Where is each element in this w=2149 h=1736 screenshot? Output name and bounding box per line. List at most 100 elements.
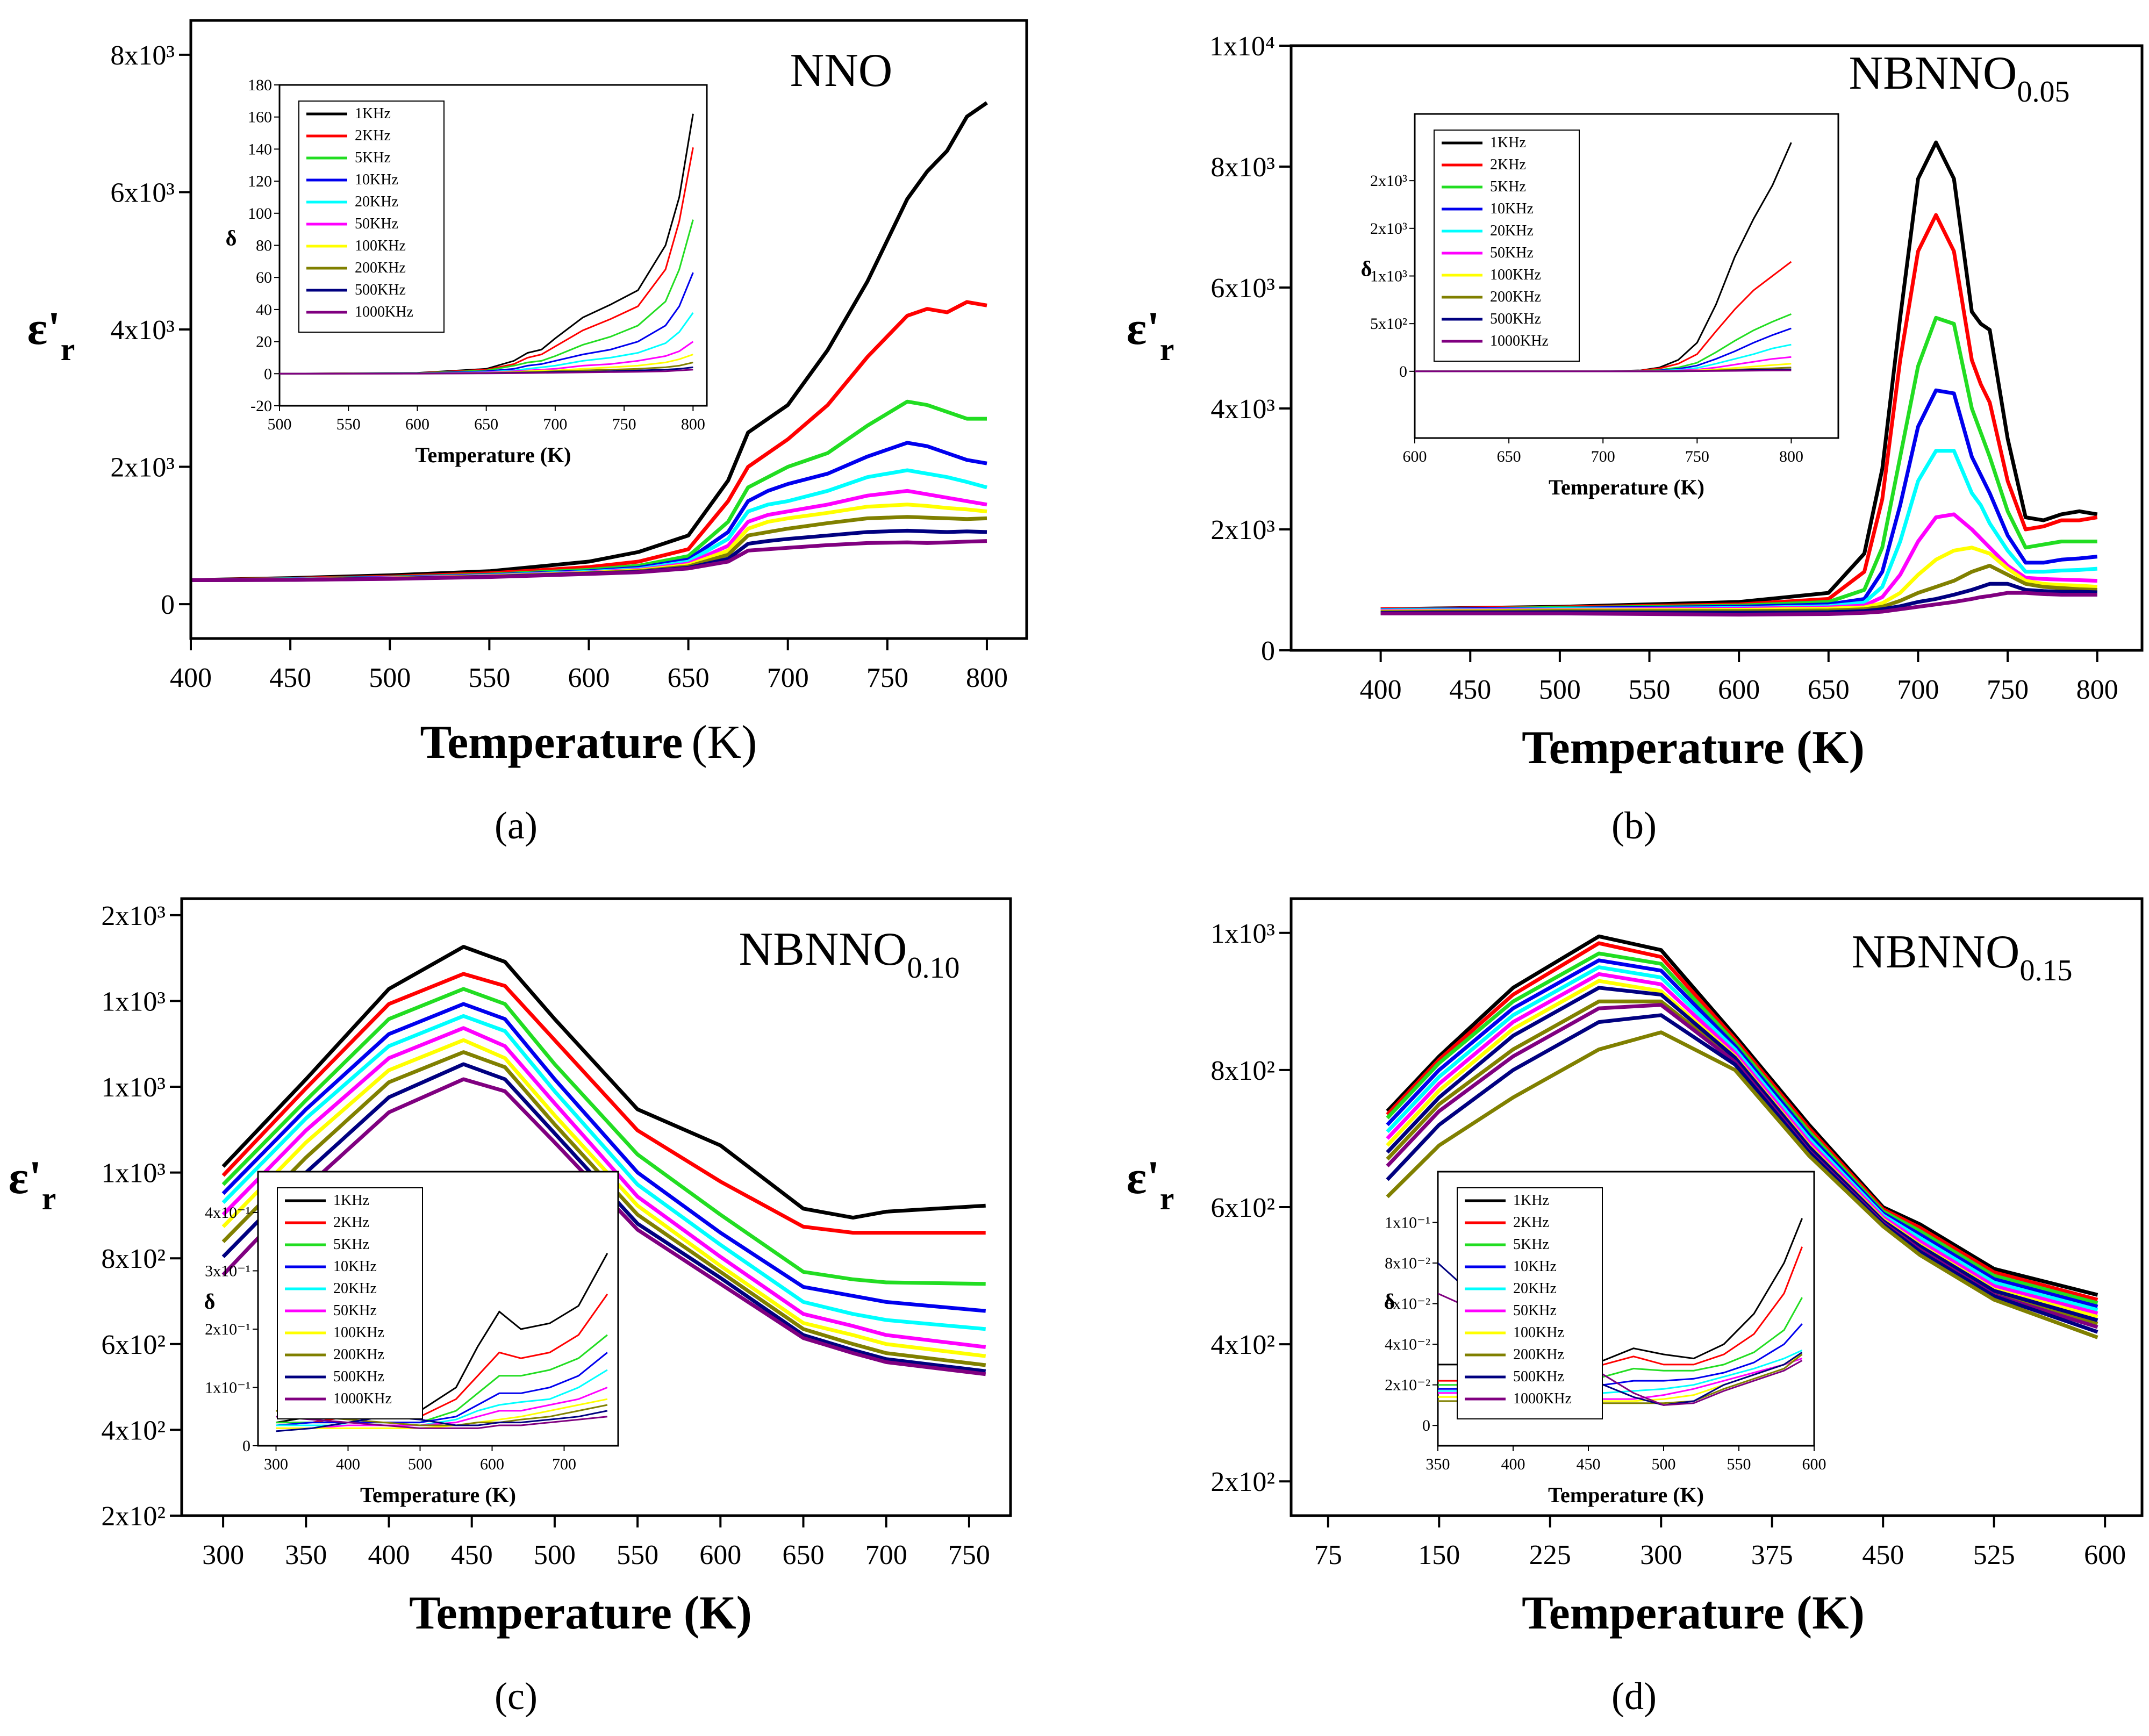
inset-x-tick-label: 600	[405, 415, 429, 433]
series-line-5KHz-2	[1386, 951, 2098, 1305]
legend-label-10KHz: 10KHz	[333, 1258, 377, 1275]
panel-title: NBNNO0.05	[1849, 47, 2070, 109]
x-tick-label: 350	[285, 1540, 327, 1570]
y-tick-label: 1x10⁴	[1209, 31, 1275, 62]
inset-x-tick-label: 800	[681, 415, 705, 433]
y-axis-title: ε'r	[9, 1152, 56, 1216]
legend-label-500KHz: 500KHz	[355, 282, 406, 298]
x-tick-label: 400	[368, 1540, 410, 1570]
inset-legend-box	[298, 101, 445, 333]
x-tick-label: 600	[2084, 1540, 2126, 1570]
y-axis-title-main: ε'	[9, 1152, 42, 1204]
inset-y-axis-title: δ	[204, 1289, 216, 1314]
x-tick-label: 450	[451, 1540, 493, 1570]
legend-label-10KHz: 10KHz	[1490, 200, 1534, 217]
inset-y-tick-label: 100	[248, 205, 272, 223]
inset-x-tick-label: 800	[1779, 448, 1803, 465]
y-tick-label: 4x10²	[1210, 1330, 1275, 1360]
inset-y-tick-label: 4x10⁻¹	[205, 1204, 250, 1222]
y-tick-label: 6x10²	[101, 1330, 166, 1360]
x-axis-title-bold: Temperature (K)	[1522, 722, 1865, 774]
y-axis-title-sub: r	[61, 332, 75, 367]
inset-y-tick-label: 0	[264, 365, 272, 383]
inset-y-tick-label: 180	[248, 76, 272, 94]
series-line-2KHz-1	[1380, 213, 2098, 611]
y-tick-label: 2x10³	[101, 901, 166, 931]
inset-y-tick-label: 0	[1399, 363, 1407, 381]
inset-x-axis-title: Temperature (K)	[360, 1483, 516, 1507]
inset-y-tick-label: 140	[248, 140, 272, 158]
y-axis-title: ε'r	[1127, 1152, 1174, 1216]
x-tick-label: 700	[767, 663, 809, 693]
inset-series-group	[280, 113, 694, 375]
series-line-1KHz-0	[1380, 140, 2098, 611]
legend-label-1000KHz: 1000KHz	[1513, 1390, 1572, 1407]
inset-legend-box	[277, 1187, 423, 1419]
inset-y-tick-label: 4x10⁻²	[1385, 1336, 1430, 1353]
y-tick-label: 8x10³	[110, 40, 175, 71]
x-tick-label: 650	[1808, 675, 1850, 705]
inset-x-tick-label: 750	[1685, 448, 1709, 465]
inset-series-line-1000KHz-9	[276, 1416, 608, 1429]
legend-label-5KHz: 5KHz	[1490, 178, 1526, 195]
inset-y-tick-label: 0	[1422, 1417, 1430, 1434]
x-tick-label: 525	[1973, 1540, 2015, 1570]
series-line-2KHz-1	[1386, 941, 2098, 1302]
series-group	[1380, 140, 2098, 617]
legend-label-20KHz: 20KHz	[1490, 223, 1534, 239]
y-tick-label: 1x10³	[101, 986, 166, 1017]
inset-y-tick-label: 2x10⁻¹	[205, 1321, 250, 1338]
legend-label-2KHz: 2KHz	[333, 1214, 369, 1231]
inset-x-tick-label: 400	[336, 1455, 360, 1473]
inset-y-tick-label: 40	[256, 301, 272, 319]
series-line-1KHz-0	[1386, 934, 2098, 1297]
y-tick-label: 4x10²	[101, 1415, 166, 1446]
x-axis-title: Temperature (K)	[420, 716, 757, 769]
inset-x-tick-label: 500	[268, 415, 292, 433]
inset-c: 300 400 500 600 700 0 1x10⁻¹ 2x10⁻¹ 3x10⁻¹ 4x10⁻¹…	[204, 1171, 619, 1507]
inset-x-tick-label: 700	[543, 415, 567, 433]
x-tick-label: 75	[1314, 1540, 1342, 1570]
inset-x-axis-title: Temperature (K)	[416, 443, 571, 467]
y-axis-title-main: ε'	[27, 303, 61, 355]
legend-label-100KHz: 100KHz	[355, 238, 406, 254]
inset-x-axis-title: Temperature (K)	[1549, 475, 1704, 499]
x-tick-label: 650	[668, 663, 710, 693]
inset-y-tick-label: 0	[242, 1437, 250, 1455]
panel-title: NBNNO0.15	[1852, 926, 2073, 987]
inset-x-tick-label: 550	[1727, 1455, 1751, 1473]
plot-frame	[1290, 44, 2144, 652]
legend-label-500KHz: 500KHz	[1513, 1368, 1564, 1385]
legend-label-1000KHz: 1000KHz	[1490, 333, 1549, 349]
y-tick-label: 8x10³	[1210, 152, 1275, 183]
legend-label-200KHz: 200KHz	[355, 260, 406, 276]
inset-y-axis-title: δ	[1361, 257, 1372, 281]
inset-y-axis-title: δ	[226, 226, 237, 250]
y-tick-label: 4x10³	[1210, 394, 1275, 425]
legend-label-200KHz: 200KHz	[333, 1346, 384, 1363]
panel-label: (d)	[1611, 1675, 1657, 1718]
inset-y-tick-label: 8x10⁻²	[1385, 1254, 1430, 1272]
x-tick-label: 450	[269, 663, 311, 693]
x-tick-label: 650	[783, 1540, 825, 1570]
inset-legend-box	[1434, 130, 1580, 362]
series-line-10KHz-3	[1386, 958, 2098, 1309]
y-tick-label: 1x10³	[101, 1072, 166, 1103]
inset-x-tick-label: 750	[612, 415, 636, 433]
series-group	[191, 101, 988, 582]
panel-title-main: NBNNO	[739, 923, 907, 975]
inset-y-tick-label: 120	[248, 173, 272, 190]
x-tick-label: 400	[170, 663, 212, 693]
panel-title: NNO	[790, 45, 893, 97]
series-line-100KHz-6	[221, 1038, 986, 1358]
y-axis-title-sub: r	[42, 1181, 56, 1216]
legend-label-5KHz: 5KHz	[1513, 1236, 1549, 1253]
y-tick-label: 6x10²	[1210, 1193, 1275, 1223]
series-group	[1386, 934, 2098, 1339]
series-line-5KHz-2	[1380, 315, 2097, 612]
series-line-20KHz-4	[1386, 965, 2098, 1312]
inset-series-line-50KHz-5	[276, 1387, 608, 1429]
inset-x-tick-label: 700	[1591, 448, 1615, 465]
series-line-1KHz-0	[221, 945, 986, 1220]
